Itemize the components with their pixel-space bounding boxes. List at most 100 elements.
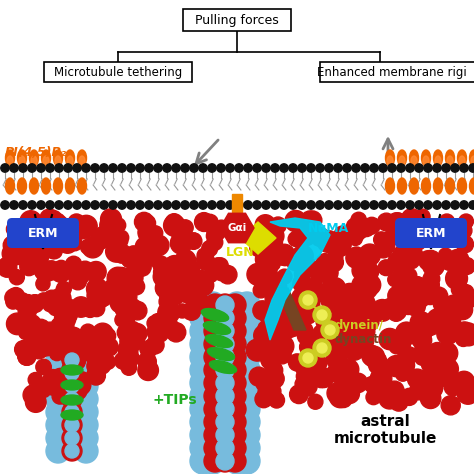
Circle shape	[265, 369, 284, 388]
Circle shape	[288, 321, 302, 336]
Circle shape	[347, 310, 368, 331]
Circle shape	[226, 201, 234, 209]
Circle shape	[100, 209, 121, 230]
Circle shape	[74, 387, 98, 411]
Text: LGN: LGN	[226, 246, 255, 258]
Circle shape	[36, 277, 50, 291]
Ellipse shape	[411, 156, 417, 166]
Circle shape	[386, 356, 407, 377]
Circle shape	[372, 300, 393, 321]
Circle shape	[204, 268, 218, 283]
Circle shape	[334, 314, 349, 328]
Circle shape	[378, 260, 394, 275]
Circle shape	[59, 376, 77, 393]
Circle shape	[145, 201, 153, 209]
Circle shape	[46, 413, 70, 437]
Ellipse shape	[61, 380, 83, 390]
Circle shape	[91, 355, 111, 374]
Circle shape	[422, 250, 441, 269]
Circle shape	[36, 359, 51, 374]
Circle shape	[261, 350, 280, 369]
Circle shape	[370, 368, 392, 389]
Circle shape	[368, 352, 383, 366]
Circle shape	[460, 164, 468, 172]
Circle shape	[256, 235, 270, 249]
Circle shape	[361, 164, 369, 172]
Circle shape	[214, 372, 236, 394]
Circle shape	[55, 201, 63, 209]
Circle shape	[224, 307, 246, 329]
Circle shape	[224, 333, 246, 355]
Circle shape	[399, 322, 415, 339]
Circle shape	[5, 244, 26, 265]
Circle shape	[288, 309, 306, 327]
Circle shape	[260, 309, 279, 327]
Ellipse shape	[65, 150, 74, 166]
Circle shape	[281, 298, 297, 314]
Circle shape	[331, 238, 350, 256]
Ellipse shape	[421, 150, 430, 166]
Circle shape	[224, 450, 246, 472]
Circle shape	[294, 266, 310, 282]
Circle shape	[295, 377, 310, 391]
Text: PI(4,5)P₂: PI(4,5)P₂	[5, 146, 67, 158]
Circle shape	[289, 201, 297, 209]
Circle shape	[331, 358, 352, 379]
Circle shape	[6, 295, 20, 309]
Circle shape	[343, 164, 351, 172]
Circle shape	[234, 435, 260, 461]
Circle shape	[204, 424, 226, 446]
Ellipse shape	[435, 156, 441, 166]
Polygon shape	[276, 288, 306, 330]
Circle shape	[299, 291, 317, 309]
Circle shape	[291, 249, 310, 268]
Circle shape	[121, 321, 142, 342]
Ellipse shape	[203, 321, 230, 335]
Circle shape	[224, 409, 250, 435]
Circle shape	[352, 164, 360, 172]
Circle shape	[435, 371, 450, 386]
Circle shape	[307, 164, 315, 172]
Circle shape	[391, 272, 407, 288]
Circle shape	[255, 390, 273, 408]
Circle shape	[62, 428, 82, 448]
Circle shape	[204, 450, 226, 472]
FancyBboxPatch shape	[320, 62, 474, 82]
Circle shape	[216, 400, 234, 418]
Circle shape	[126, 299, 140, 313]
Circle shape	[327, 362, 347, 383]
Circle shape	[347, 247, 365, 265]
Circle shape	[214, 437, 236, 459]
Circle shape	[460, 201, 468, 209]
Circle shape	[444, 314, 460, 330]
Circle shape	[200, 448, 226, 474]
Circle shape	[339, 383, 359, 403]
Circle shape	[200, 344, 226, 370]
Circle shape	[388, 213, 408, 233]
Circle shape	[385, 227, 402, 245]
Circle shape	[258, 383, 276, 401]
Circle shape	[155, 271, 172, 287]
Circle shape	[362, 348, 379, 365]
Circle shape	[146, 336, 164, 354]
Circle shape	[214, 220, 229, 235]
Circle shape	[204, 333, 226, 355]
Circle shape	[34, 381, 51, 398]
Circle shape	[90, 344, 106, 360]
Circle shape	[46, 374, 70, 398]
Circle shape	[346, 328, 366, 348]
Circle shape	[392, 305, 406, 319]
Circle shape	[408, 247, 423, 262]
Circle shape	[23, 322, 44, 343]
Circle shape	[216, 309, 234, 327]
Circle shape	[20, 257, 38, 276]
Ellipse shape	[42, 178, 51, 194]
Circle shape	[136, 164, 144, 172]
Circle shape	[172, 201, 180, 209]
Circle shape	[100, 328, 116, 344]
Ellipse shape	[446, 150, 455, 166]
Circle shape	[172, 164, 180, 172]
Circle shape	[51, 318, 67, 334]
Circle shape	[100, 337, 118, 356]
Ellipse shape	[398, 178, 407, 194]
